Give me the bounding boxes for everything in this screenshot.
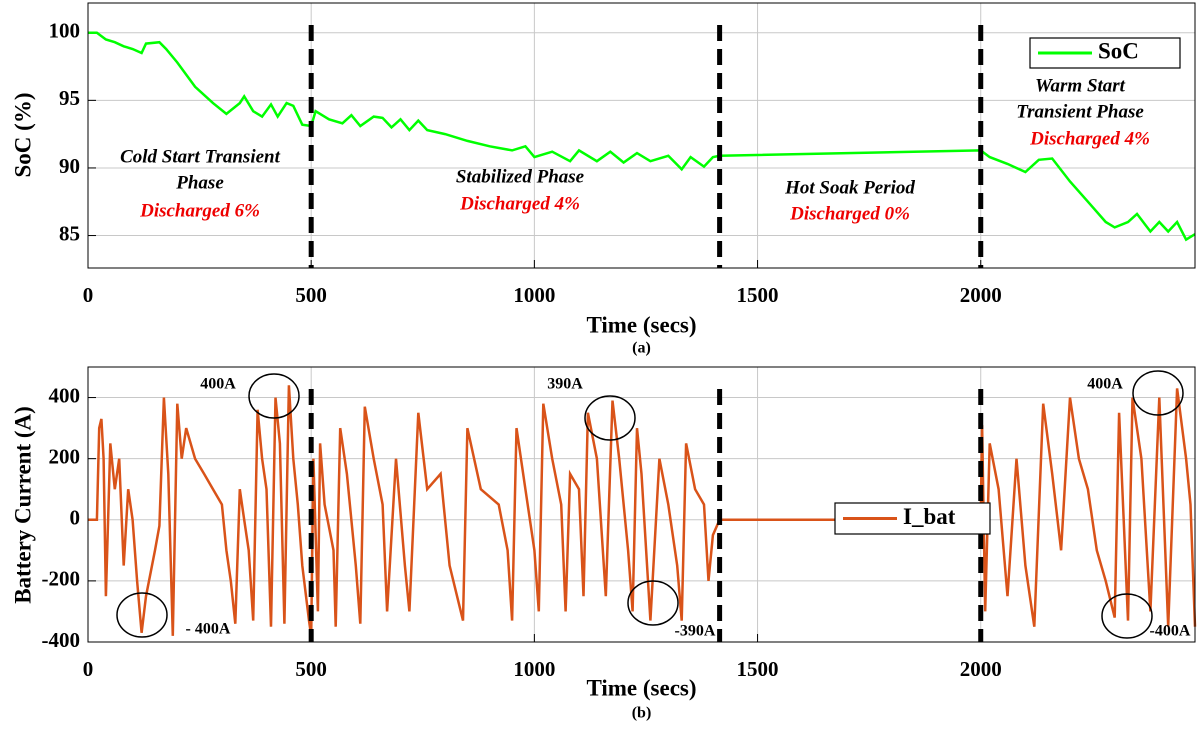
y-tick-label: 95 [59,86,80,110]
x-tick-label: 2000 [960,657,1002,681]
annotation: 400A [200,376,236,393]
annotation: Stabilized Phase [456,166,585,187]
plot-frame [87,2,1196,269]
highlight-circle [116,592,168,638]
legend-label: I_bat [903,504,956,529]
y-tick-label: 85 [59,221,80,245]
highlight-circle [584,395,636,441]
plot-frame [87,366,1196,643]
annotation: Discharged 0% [789,203,910,224]
annotation: Discharged 6% [139,200,260,221]
annotation: 400A [1087,376,1123,393]
annotation: -390A [675,623,716,640]
highlight-circle [1101,593,1153,639]
x-axis-label: Time (secs) [586,312,696,337]
caption: (a) [632,340,651,357]
annotation: Hot Soak Period [784,177,915,198]
x-tick-label: 1000 [513,283,555,307]
line-series [88,31,1196,242]
highlight-circle [1132,370,1184,416]
annotation: Phase [175,172,224,193]
annotation: - 400A [186,621,231,638]
y-tick-label: 100 [49,19,81,43]
annotation: Warm Start [1035,75,1126,96]
x-tick-label: 0 [83,657,94,681]
x-tick-label: 0 [83,283,94,307]
y-tick-label: 0 [70,506,81,530]
y-tick-label: -200 [42,567,81,591]
line-series [88,385,1197,637]
y-tick-label: -400 [42,628,81,652]
highlight-circle [627,580,679,626]
annotation: Cold Start Transient [120,146,281,167]
annotation: Discharged 4% [1029,128,1150,149]
x-tick-label: 1500 [737,657,779,681]
caption: (b) [632,705,652,722]
x-axis-label: Time (secs) [586,675,696,700]
x-tick-label: 1500 [737,283,779,307]
x-tick-label: 500 [295,283,327,307]
annotation: 390A [547,376,583,393]
legend-label: SoC [1098,38,1139,63]
y-tick-label: 400 [49,383,81,407]
y-axis-label: SoC (%) [10,93,35,178]
x-tick-label: 500 [295,657,327,681]
annotation: Transient Phase [1016,101,1144,122]
y-axis-label: Battery Current (A) [10,406,35,604]
highlight-circle [248,373,300,419]
annotation: Discharged 4% [459,193,580,214]
annotation: -400A [1150,623,1191,640]
y-tick-label: 200 [49,444,81,468]
y-tick-label: 90 [59,154,80,178]
x-tick-label: 2000 [960,283,1002,307]
x-tick-label: 1000 [513,657,555,681]
